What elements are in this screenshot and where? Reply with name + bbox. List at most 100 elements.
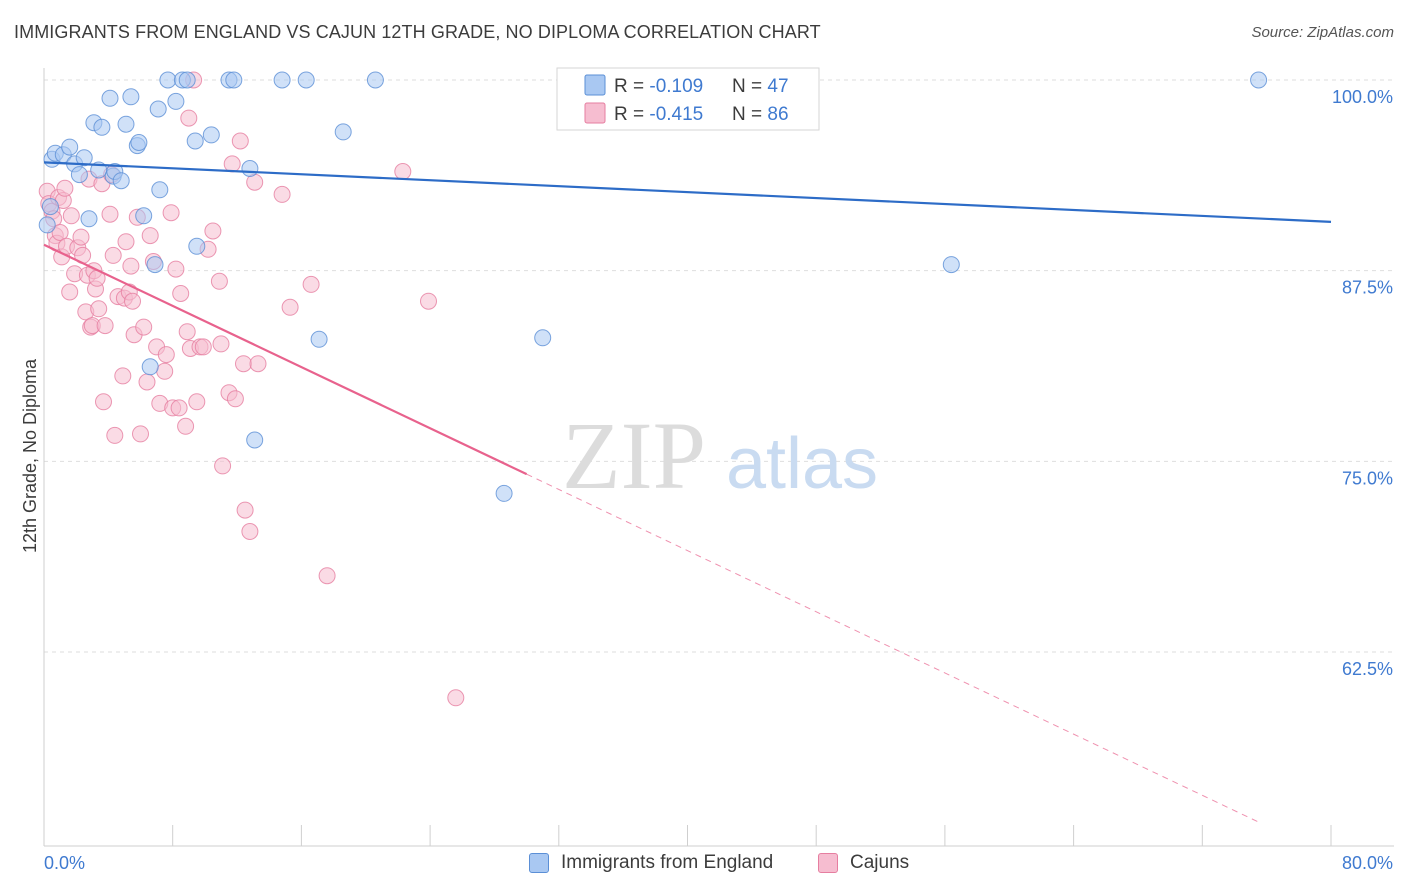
legend-top-row: R = -0.415 <box>614 104 703 125</box>
tick-labels: 62.5% 75.0% 87.5% 100.0% 0.0% 80.0% <box>44 87 1393 873</box>
legend-label-england: Immigrants from England <box>561 852 774 873</box>
england-points <box>38 71 1268 502</box>
cajun-trend-extension <box>526 473 1261 824</box>
chart-title: IMMIGRANTS FROM ENGLAND VS CAJUN 12TH GR… <box>14 22 821 42</box>
cajun-point <box>72 228 90 246</box>
legend-label-cajuns: Cajuns <box>850 852 910 873</box>
cajun-point <box>249 355 267 373</box>
legend-swatch-england <box>529 853 549 873</box>
cajun-point <box>318 567 336 585</box>
england-point <box>942 256 960 274</box>
legend-r-label: R = <box>614 104 649 125</box>
england-point <box>188 237 206 255</box>
england-point <box>310 330 328 348</box>
watermark-zip: ZIP <box>562 402 706 509</box>
cajun-point <box>172 285 190 302</box>
cajun-point <box>394 163 412 180</box>
y-tick-label: 62.5% <box>1342 659 1393 679</box>
y-axis-title: 12th Grade, No Diploma <box>20 358 40 553</box>
england-point <box>61 138 79 156</box>
england-point <box>112 172 130 190</box>
england-point <box>202 126 220 144</box>
x-tick-label: 0.0% <box>44 853 85 873</box>
cajun-point <box>62 207 80 225</box>
england-trend-line <box>43 161 1332 223</box>
y-tick-label: 75.0% <box>1342 468 1393 488</box>
england-point <box>297 71 315 89</box>
england-point <box>101 89 119 107</box>
cajun-point <box>61 283 79 301</box>
legend-item-england[interactable]: Immigrants from England <box>529 852 773 874</box>
legend-bottom: Immigrants from England Cajuns <box>0 852 1406 880</box>
cajun-point <box>104 246 122 264</box>
legend-n-value: 47 <box>767 76 788 97</box>
england-point <box>75 149 93 167</box>
england-point <box>246 431 264 449</box>
england-point <box>225 71 243 89</box>
england-point <box>70 166 88 184</box>
cajun-point <box>56 179 74 197</box>
england-point <box>334 123 352 141</box>
legend-n-value: 86 <box>767 104 788 125</box>
legend-top-n: N = 86 <box>732 104 789 125</box>
cajun-point <box>188 393 206 411</box>
cajun-point <box>178 323 196 341</box>
england-point <box>80 210 98 228</box>
cajun-point <box>162 204 180 222</box>
legend-top: R = -0.109 N = 47 R = -0.415 N = 86 <box>556 67 820 131</box>
england-point <box>151 181 169 199</box>
cajun-point <box>180 109 198 127</box>
axes-layer <box>43 68 1394 847</box>
england-point <box>178 71 196 89</box>
cajun-point <box>132 425 149 443</box>
cajun-point <box>167 260 185 278</box>
cajun-point <box>157 346 175 364</box>
england-point <box>146 256 164 274</box>
england-point <box>93 118 111 136</box>
cajun-point <box>51 224 69 241</box>
legend-top-row: R = -0.109 <box>614 76 703 97</box>
y-tick-label: 87.5% <box>1342 278 1393 298</box>
legend-swatch-cajuns <box>818 853 838 873</box>
cajun-point <box>156 362 174 380</box>
england-point <box>117 115 135 133</box>
cajun-point <box>138 373 156 391</box>
england-point <box>38 216 56 234</box>
england-point <box>122 88 140 106</box>
england-point <box>495 484 513 502</box>
england-point <box>273 71 291 89</box>
england-point <box>135 207 153 225</box>
y-tick-label: 100.0% <box>1332 87 1393 107</box>
cajun-point <box>210 272 228 290</box>
england-point <box>149 100 167 118</box>
cajun-trend-line <box>43 243 528 476</box>
england-point <box>186 132 204 150</box>
cajun-point <box>114 367 132 385</box>
legend-top-n: N = 47 <box>732 76 789 97</box>
cajun-point <box>170 399 188 417</box>
watermark-atlas: atlas <box>726 424 878 504</box>
legend-n-label: N = <box>732 76 767 97</box>
cajun-point <box>226 390 244 408</box>
chart-source: Source: ZipAtlas.com <box>1251 24 1394 41</box>
cajun-point <box>135 318 153 336</box>
legend-r-value: -0.109 <box>649 76 703 97</box>
cajun-point <box>212 335 230 353</box>
x-tick-label: 80.0% <box>1342 853 1393 873</box>
england-point <box>366 71 384 89</box>
england-point <box>141 358 159 376</box>
watermark: ZIP atlas <box>562 402 878 509</box>
cajun-point <box>177 417 195 435</box>
cajun-point <box>124 292 141 310</box>
legend-item-cajuns[interactable]: Cajuns <box>818 852 909 874</box>
england-point <box>130 134 148 151</box>
cajun-point <box>141 227 159 245</box>
cajun-point <box>235 355 252 373</box>
england-point <box>159 71 177 89</box>
cajun-point <box>214 457 232 475</box>
england-point <box>534 329 552 347</box>
legend-top-swatch-blue <box>584 74 606 96</box>
cajun-point <box>117 233 135 251</box>
cajun-point <box>90 300 108 318</box>
